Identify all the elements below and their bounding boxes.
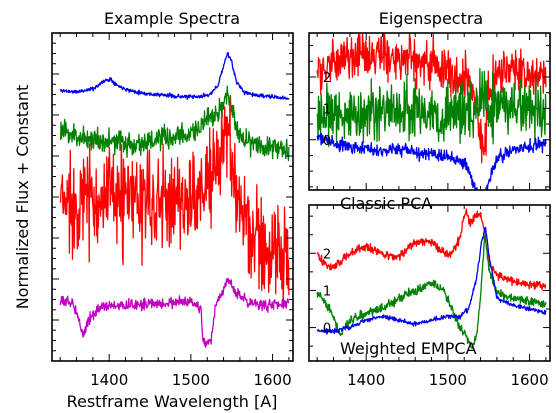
y-axis-label: Normalized Flux + Constant <box>13 85 32 310</box>
left-panel-title: Example Spectra <box>104 9 240 28</box>
example-spectra-series-blue-line <box>59 51 290 101</box>
classic-pca-series <box>316 33 547 190</box>
weighted-empca-y-tick-label: 1 <box>323 284 331 299</box>
classic-pca-annotation: Classic PCA <box>340 194 432 213</box>
weighted-empca-series-red-line <box>316 208 547 291</box>
weighted-empca-series-blue-line <box>316 226 547 335</box>
weighted-empca-series <box>316 208 547 349</box>
classic-pca-y-tick-label: 1 <box>323 102 331 117</box>
classic-pca-panel: 0 1 2 Classic PCA <box>308 32 551 213</box>
weighted-empca-frame <box>308 204 551 362</box>
example-spectra-series-magenta-line <box>59 277 290 348</box>
weighted-empca-x-tick-label: 1500 <box>429 371 467 389</box>
example-spectra-series-red-line <box>59 96 290 309</box>
example-spectra-series <box>59 51 290 348</box>
example-spectra-panel: 1400 1500 1600 <box>51 32 294 389</box>
classic-pca-series-red-line <box>316 33 547 164</box>
x-axis-label: Restframe Wavelength [A] <box>67 392 278 411</box>
eigenspectra-title: Eigenspectra <box>379 9 483 28</box>
example-spectra-series-green-line <box>59 85 290 162</box>
weighted-empca-series-green-line <box>316 234 547 349</box>
weighted-empca-annotation: Weighted EMPCA <box>340 339 477 358</box>
example-spectra-x-tick-label: 1600 <box>253 371 291 389</box>
example-spectra-x-tick-label: 1500 <box>172 371 210 389</box>
example-spectra-ticks: 1400 1500 1600 <box>52 32 293 389</box>
classic-pca-series-green-line <box>316 68 547 148</box>
classic-pca-y-tick-label: 2 <box>323 71 331 86</box>
example-spectra-frame <box>51 32 294 362</box>
classic-pca-series-blue-line <box>316 132 547 190</box>
classic-pca-y-tick-label: 0 <box>323 134 331 149</box>
weighted-empca-ticks: 1400 1500 1600 0 1 2 <box>309 205 550 389</box>
weighted-empca-y-tick-label: 2 <box>323 247 331 262</box>
weighted-empca-x-tick-label: 1400 <box>347 371 385 389</box>
weighted-empca-y-tick-label: 0 <box>323 322 331 337</box>
example-spectra-x-tick-label: 1400 <box>90 371 128 389</box>
classic-pca-frame <box>308 32 551 191</box>
weighted-empca-x-tick-label: 1600 <box>510 371 548 389</box>
weighted-empca-panel: 1400 1500 1600 0 1 2 Weighted EMPCA <box>308 204 551 389</box>
